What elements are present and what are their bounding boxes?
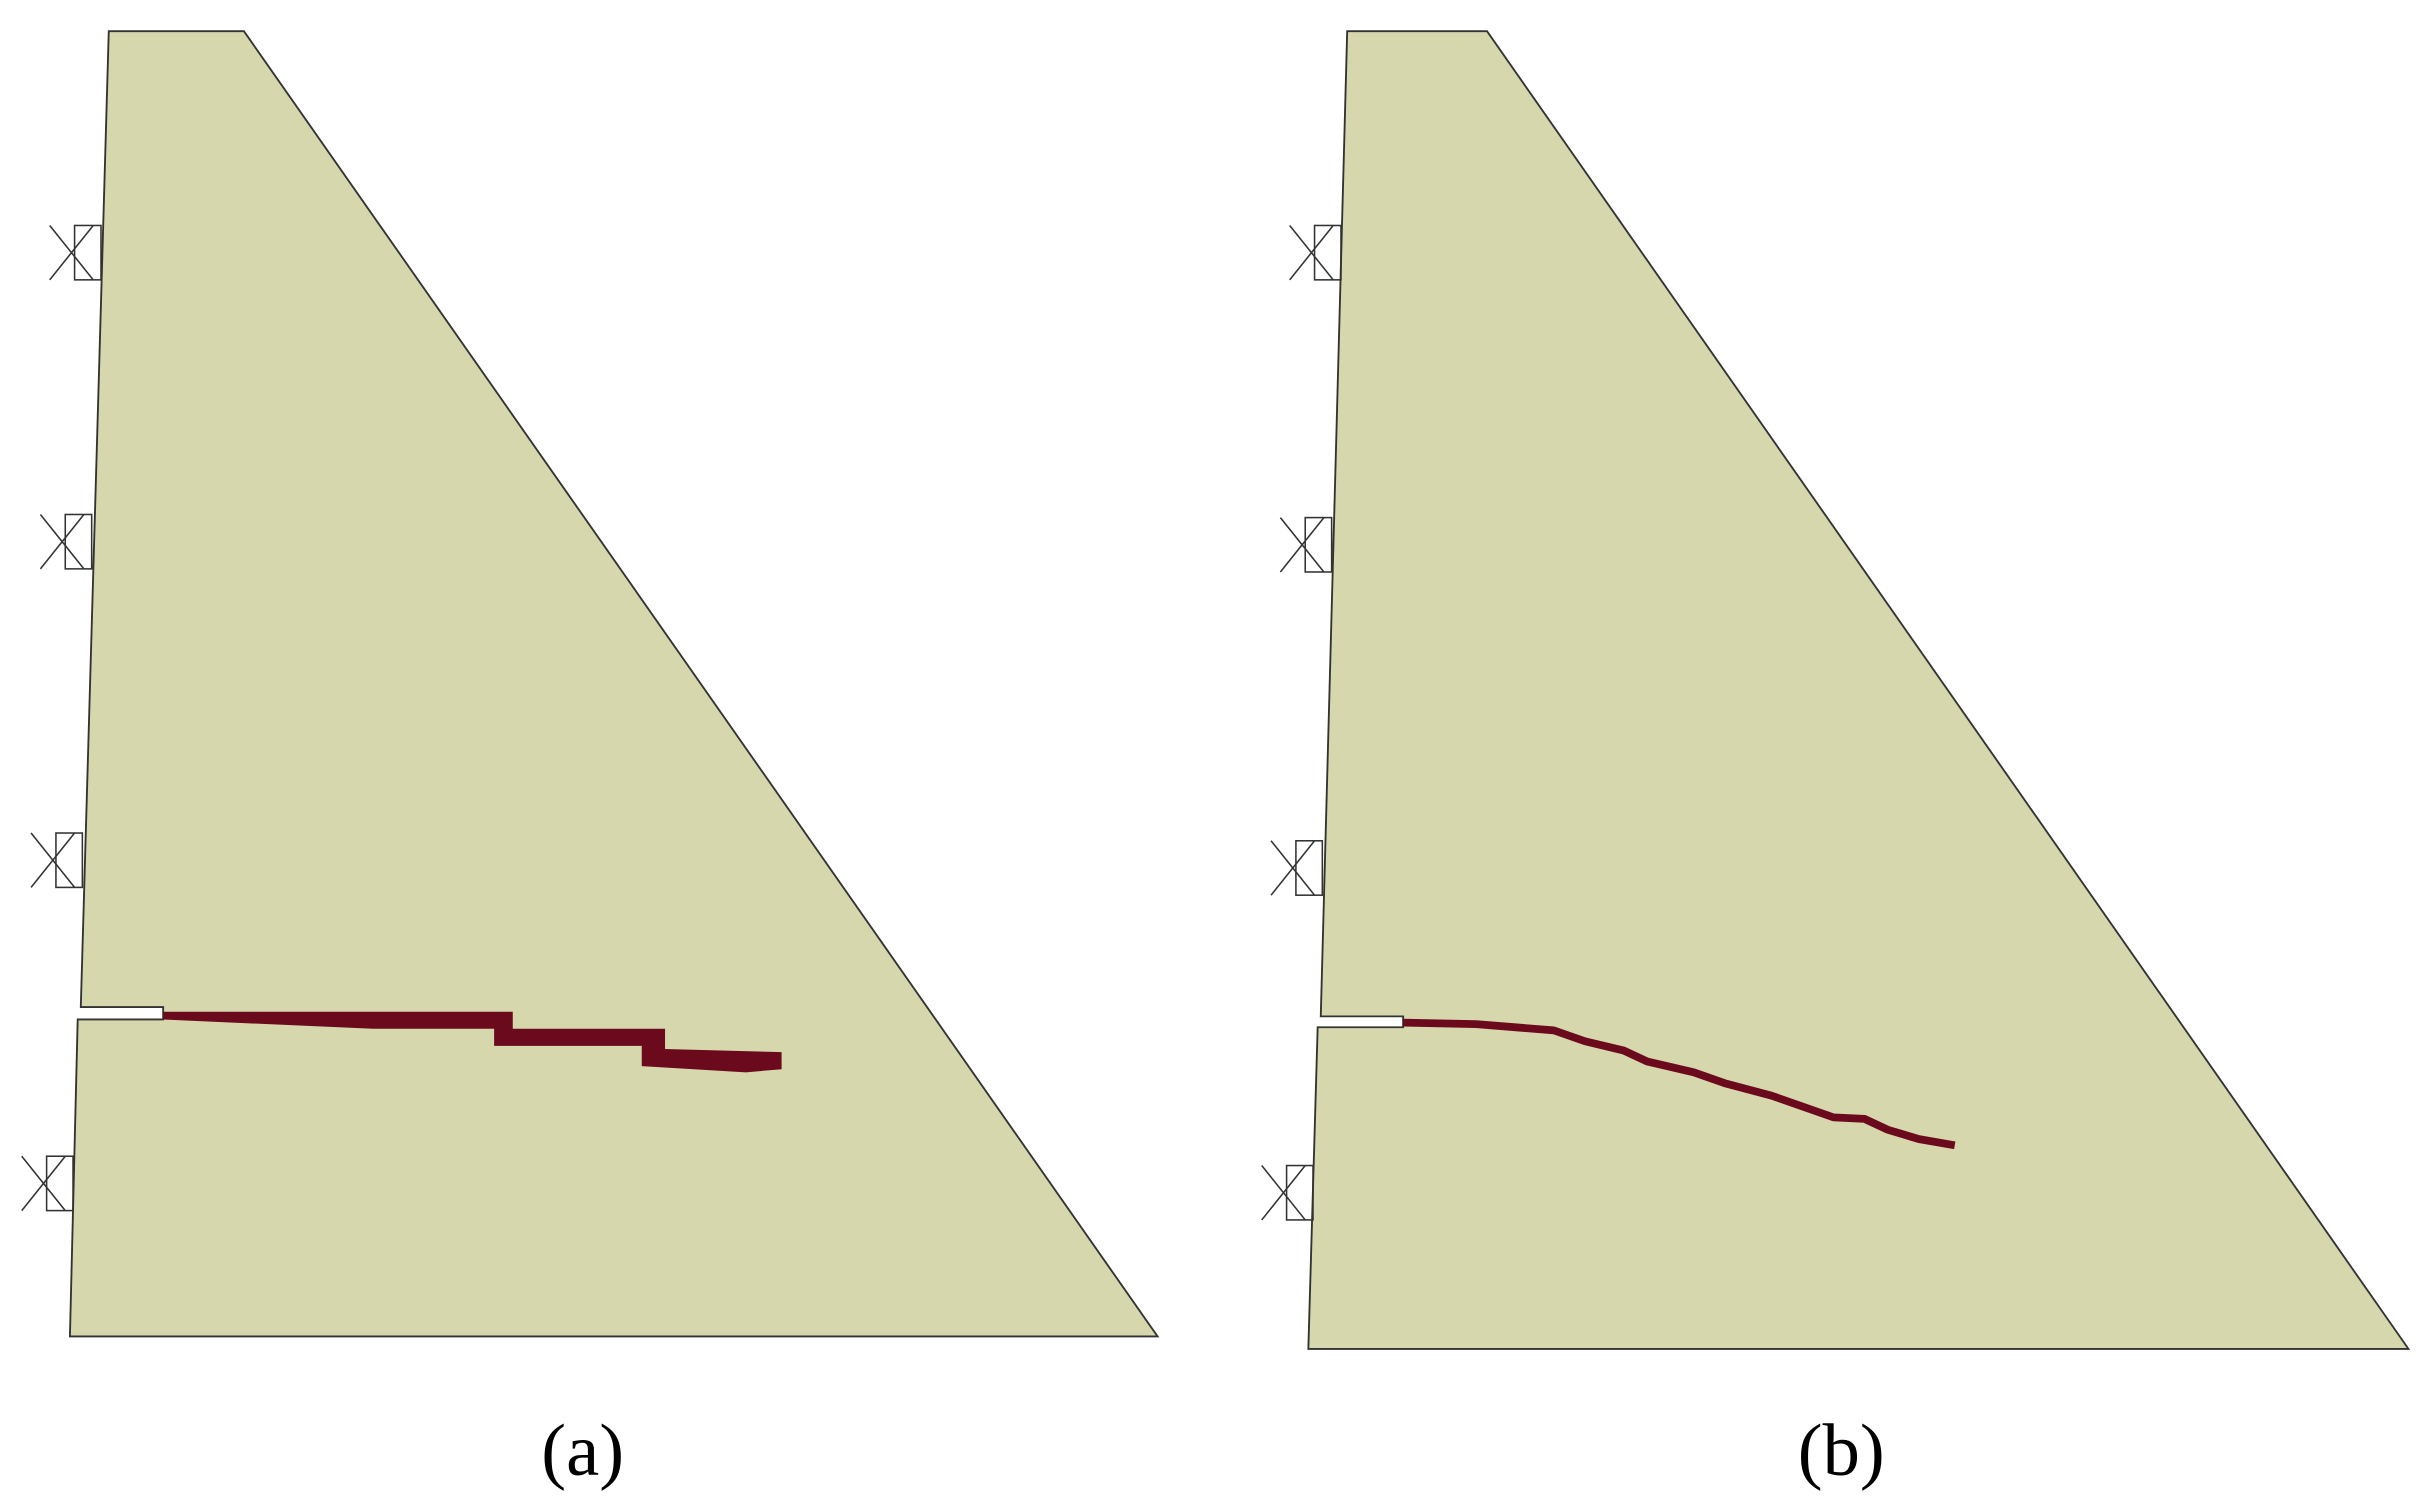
- crack: [163, 1011, 782, 1073]
- support: [1289, 224, 1342, 281]
- support: [1270, 840, 1324, 896]
- support: [1261, 1164, 1314, 1221]
- panel-a: (a): [21, 30, 1160, 1492]
- support: [49, 224, 102, 281]
- support: [21, 1155, 74, 1212]
- crack: [1403, 1018, 1956, 1150]
- support: [30, 832, 84, 889]
- panel-b: (b): [1261, 30, 2411, 1492]
- dam-body: [68, 30, 1160, 1338]
- support: [39, 513, 93, 570]
- panel-label: (b): [1798, 1410, 1885, 1492]
- panel-label: (a): [541, 1410, 624, 1492]
- support: [1279, 516, 1333, 573]
- dam-body: [1307, 30, 2411, 1350]
